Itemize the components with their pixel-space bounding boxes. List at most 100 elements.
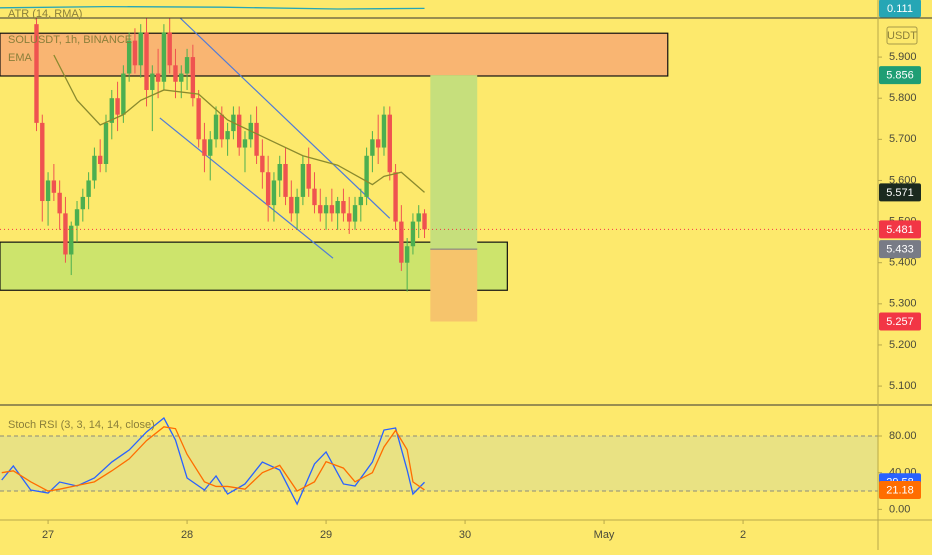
candle-body — [410, 221, 416, 247]
last-price-label: 5.481 — [886, 224, 914, 236]
stop-label: 5.257 — [886, 316, 914, 328]
candle-body — [329, 205, 335, 214]
target-label-box — [879, 66, 921, 85]
candle-body — [399, 221, 404, 263]
candle-body — [57, 192, 62, 214]
candle-body — [416, 213, 421, 222]
series-value-label-box — [879, 480, 921, 499]
candle-body — [254, 122, 259, 156]
candle-body — [138, 32, 143, 66]
series-line — [1, 417, 425, 506]
candle-body — [213, 114, 219, 140]
zone — [0, 32, 669, 77]
candle-body — [242, 139, 248, 148]
series-line — [0, 5, 425, 10]
ema-line — [53, 54, 425, 193]
y-tick-label: 5.800 — [889, 92, 917, 104]
candle-body — [179, 73, 184, 82]
x-tick-label: 30 — [459, 529, 471, 541]
candle-body — [69, 225, 74, 255]
y-tick-label: 5.400 — [889, 257, 917, 269]
candle-body — [51, 180, 57, 193]
candle-body — [103, 122, 109, 164]
zone — [0, 241, 508, 291]
candle-body — [63, 213, 68, 255]
candle-body — [335, 201, 340, 214]
candle-body — [190, 57, 196, 99]
candle-body — [173, 65, 178, 82]
candle-body — [150, 73, 155, 90]
candle-body — [184, 57, 190, 74]
ema-value-label-box — [879, 183, 921, 202]
ema-value-label: 5.571 — [886, 187, 914, 199]
last-price-label-box — [879, 220, 921, 239]
x-tick-label: May — [594, 529, 615, 541]
candle-body — [422, 213, 427, 230]
candle-body — [155, 73, 161, 82]
atr-title: ATR (14, RMA) — [8, 8, 82, 20]
x-tick-label: 28 — [181, 529, 193, 541]
candle-body — [132, 40, 138, 66]
candle-body — [375, 139, 381, 148]
candle-body — [92, 155, 97, 181]
stop-label-box — [879, 312, 921, 331]
price-panel — [0, 18, 669, 322]
candle-body — [236, 114, 242, 148]
legends: ATR (14, RMA) SOLUSDT, 1h, BINANCE EMA S… — [8, 8, 155, 431]
candle-body — [109, 98, 114, 123]
candle-body — [404, 246, 410, 263]
candle-body — [318, 205, 323, 214]
candle-body — [115, 98, 120, 115]
currency-box — [886, 26, 918, 45]
candle-body — [393, 172, 398, 222]
candle-body — [358, 196, 364, 206]
candle-body — [196, 98, 201, 140]
candle-body — [34, 24, 39, 123]
y-tick-label: 5.700 — [889, 133, 917, 145]
candle-body — [283, 163, 288, 197]
candle-body — [265, 172, 271, 206]
candle-body — [121, 73, 126, 115]
y-tick-label: 5.200 — [889, 339, 917, 351]
candle-body — [45, 180, 51, 202]
candle-body — [97, 155, 103, 164]
candle-body — [80, 196, 86, 210]
y-tick-label: 5.100 — [889, 380, 917, 392]
candle-body — [74, 209, 80, 226]
candle-body — [277, 163, 282, 181]
atr-panel — [0, 5, 425, 10]
candle-body — [341, 201, 346, 214]
candle-body — [289, 196, 294, 214]
y-tick-label: 5.600 — [889, 174, 917, 186]
series-value-label-box — [879, 0, 921, 18]
candle-body — [294, 196, 300, 214]
candle-body — [387, 114, 392, 173]
candle-body — [260, 155, 265, 173]
candle-body — [347, 213, 352, 222]
candle-body — [225, 131, 230, 140]
loss-zone — [430, 249, 478, 322]
profit-zone — [430, 75, 478, 250]
x-tick-label: 29 — [320, 529, 332, 541]
candle-body — [219, 114, 225, 140]
x-tick-label: 2 — [740, 529, 746, 541]
entry-label: 5.433 — [886, 244, 914, 256]
candle-body — [312, 188, 317, 206]
candle-body — [144, 32, 149, 90]
y-tick-label: 80.00 — [889, 430, 917, 442]
candle-body — [161, 32, 167, 82]
ema-legend: EMA — [8, 52, 33, 64]
trendline — [159, 117, 334, 259]
stoch-title: Stoch RSI (3, 3, 14, 14, close) — [8, 419, 155, 431]
candle-body — [323, 205, 329, 214]
candle-body — [86, 180, 91, 197]
series-value-label: 0.111 — [887, 3, 913, 15]
y-tick-label: 5.900 — [889, 51, 917, 63]
candle-body — [306, 163, 311, 189]
candle-body — [202, 139, 207, 156]
stoch-band — [0, 435, 878, 492]
candle-body — [300, 163, 306, 197]
